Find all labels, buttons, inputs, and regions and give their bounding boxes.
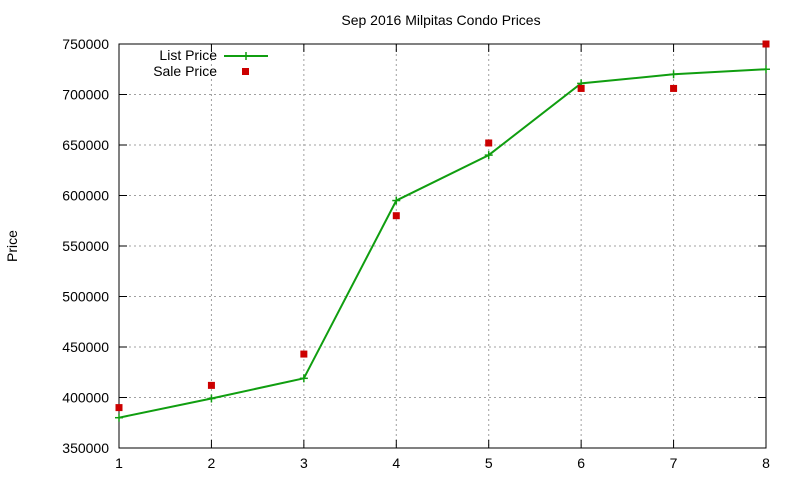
x-tick-label: 2 [208,455,216,471]
data-point-square [392,212,400,220]
x-tick-label: 3 [300,455,308,471]
x-tick-label: 4 [392,455,400,471]
x-tick-label: 1 [115,455,123,471]
data-point-plus [115,413,123,422]
legend-swatch-list-price-marker [242,52,250,60]
x-tick-labels: 1 2 3 4 5 6 7 8 [115,455,770,471]
data-point-plus [484,151,493,160]
y-tick-label: 400000 [62,390,109,406]
y-tick-label: 600000 [62,188,109,204]
data-point-plus [392,196,401,205]
plot-frame [118,43,767,449]
data-point-square [762,40,770,48]
y-tick-label: 650000 [62,137,109,153]
grid-lines [119,44,766,448]
legend-plus-mark [242,52,250,60]
legend-label-list-price: List Price [159,47,217,63]
data-point-square [670,84,678,92]
legend-label-sale-price: Sale Price [153,63,217,79]
x-tick-label: 7 [670,455,678,471]
data-point-plus [299,374,308,383]
data-point-plus [669,70,678,79]
legend: List Price Sale Price [153,47,268,79]
data-point-plus [762,65,770,74]
x-tick-label: 8 [762,455,770,471]
y-tick-label: 700000 [62,87,109,103]
data-point-plus [207,394,216,403]
series-line [118,68,767,419]
series-sale-price [115,40,770,412]
series-list-price [115,65,770,422]
x-tick-label: 5 [485,455,493,471]
data-point-square [300,350,308,358]
axis-ticks [118,43,767,449]
data-point-square [485,139,493,147]
y-tick-labels: 350000 400000 450000 500000 550000 600000 6500… [62,36,109,456]
data-point-square [207,381,215,389]
data-point-square [115,404,123,412]
data-series [115,40,770,422]
data-point-square [577,84,585,92]
y-tick-label: 500000 [62,289,109,305]
y-tick-label: 350000 [62,440,109,456]
y-tick-label: 550000 [62,238,109,254]
x-tick-label: 6 [577,455,585,471]
legend-swatch-sale-price-marker [242,68,249,75]
chart-title: Sep 2016 Milpitas Condo Prices [341,12,540,28]
y-tick-label: 750000 [62,36,109,52]
y-axis-label: Price [4,230,20,262]
y-tick-label: 450000 [62,339,109,355]
